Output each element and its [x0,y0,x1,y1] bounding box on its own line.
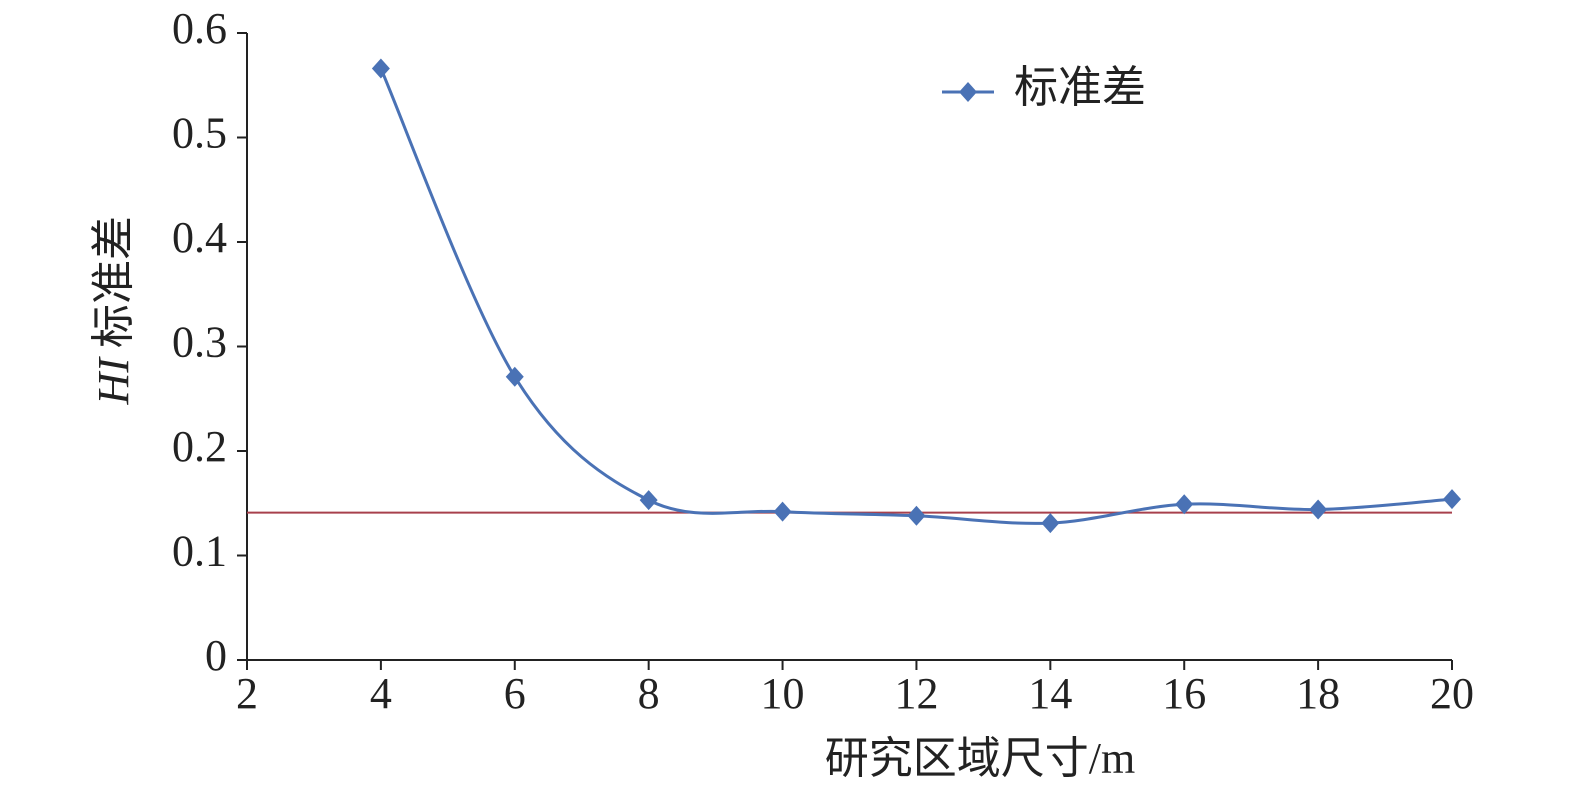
marker [773,501,792,522]
y-tick-label: 0.2 [172,422,227,471]
y-tick-label: 0.4 [172,213,227,262]
x-tick-label: 12 [894,669,938,718]
x-tick-label: 6 [504,669,526,718]
series-line [379,67,1453,525]
y-tick-label: 0.3 [172,318,227,367]
x-tick-label: 2 [236,669,258,718]
x-tick-label: 14 [1028,669,1072,718]
x-tick-label: 18 [1296,669,1340,718]
marker [1041,513,1060,534]
x-tick-label: 20 [1430,669,1474,718]
y-tick-label: 0.1 [172,527,227,576]
x-tick-label: 8 [638,669,660,718]
legend-label: 标准差 [1014,63,1146,112]
y-tick-label: 0.5 [172,109,227,158]
y-axis-label: 标准差 [89,216,138,348]
x-tick-label: 10 [761,669,805,718]
x-tick-label: 16 [1162,669,1206,718]
y-tick-label: 0 [205,631,227,680]
marker [907,505,926,526]
x-tick-label: 4 [370,669,392,718]
y-tick-label: 0.6 [172,4,227,53]
marker [639,490,658,511]
y-axis-label-italic: HI [89,356,138,406]
legend-marker [959,82,977,102]
y-axis-label-group: HI 标准差 [89,216,138,405]
marker [371,58,390,79]
x-axis-label: 研究区域尺寸/m [825,734,1135,783]
marker [1443,489,1461,510]
marker [505,366,524,387]
marker [1309,499,1328,520]
marker [1175,494,1194,515]
